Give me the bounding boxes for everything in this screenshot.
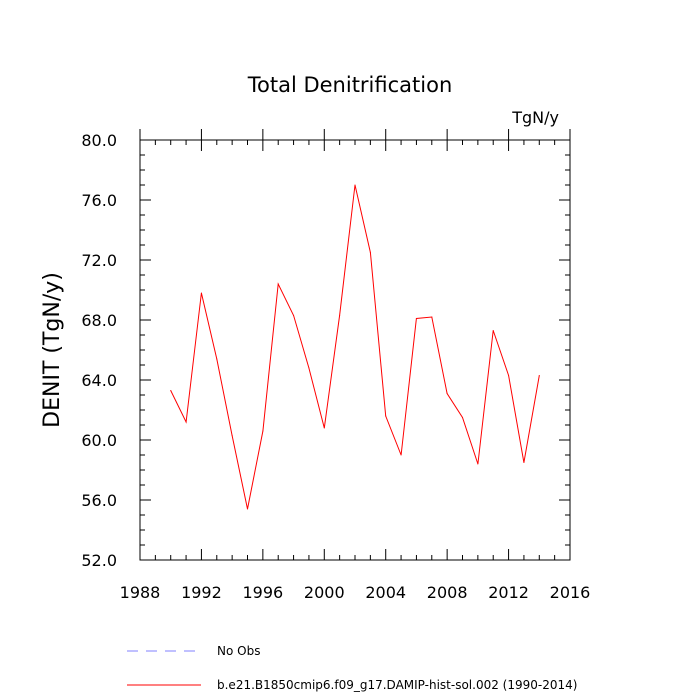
y-tick-label: 56.0	[81, 491, 117, 510]
x-tick-label: 1992	[181, 583, 222, 602]
data-point	[277, 283, 279, 285]
y-tick-label: 72.0	[81, 251, 117, 270]
data-point	[200, 292, 202, 294]
data-point	[231, 435, 233, 436]
x-tick-label: 2008	[427, 583, 468, 602]
plot-frame	[139, 139, 571, 561]
y-tick-label: 76.0	[81, 191, 117, 210]
data-point	[415, 318, 417, 319]
data-point	[369, 252, 371, 253]
data-point	[339, 315, 341, 316]
data-point	[492, 330, 494, 331]
chart-title: Total Denitrification	[247, 73, 453, 97]
data-point	[400, 454, 402, 456]
units-label: TgN/y	[511, 108, 559, 127]
x-tick-label: 1996	[242, 583, 283, 602]
major-ticks	[139, 129, 571, 561]
data-point	[446, 393, 448, 394]
legend: No Obs b.e21.B1850cmip6.f09_g17.DAMIP-hi…	[127, 644, 577, 692]
data-point	[216, 358, 218, 360]
x-tick-label: 1988	[120, 583, 161, 602]
series-line	[170, 184, 540, 510]
minor-ticks	[140, 140, 570, 560]
data-point	[170, 390, 172, 391]
data-point	[523, 462, 525, 463]
y-axis-label: DENIT (TgN/y)	[40, 272, 65, 428]
series-layer	[170, 184, 540, 510]
x-tick-label: 2016	[550, 583, 591, 602]
x-tick-labels: 1988 1992 1996 2000 2004 2008 2012 2016	[120, 583, 591, 602]
x-tick-label: 2012	[488, 583, 529, 602]
data-point	[477, 463, 479, 465]
legend-label-no-obs: No Obs	[217, 644, 260, 658]
data-point	[293, 315, 295, 316]
x-tick-label: 2004	[365, 583, 406, 602]
data-point	[538, 375, 540, 376]
x-tick-label: 2000	[304, 583, 345, 602]
y-tick-label: 80.0	[81, 131, 117, 150]
y-tick-label: 68.0	[81, 311, 117, 330]
legend-label-model: b.e21.B1850cmip6.f09_g17.DAMIP-hist-sol.…	[217, 678, 577, 692]
data-point	[508, 375, 510, 376]
data-point	[462, 417, 463, 418]
data-point	[354, 184, 356, 186]
y-tick-label: 60.0	[81, 431, 117, 450]
y-tick-labels: 52.0 56.0 60.0 64.0 68.0 72.0 76.0 80.0	[81, 131, 117, 570]
y-tick-label: 52.0	[81, 551, 117, 570]
data-point	[185, 421, 187, 423]
data-point	[308, 367, 310, 369]
data-point	[323, 427, 325, 429]
data-point	[262, 430, 264, 432]
data-point	[247, 508, 248, 510]
y-tick-label: 64.0	[81, 371, 117, 390]
data-point	[385, 415, 387, 417]
data-point	[431, 316, 433, 318]
